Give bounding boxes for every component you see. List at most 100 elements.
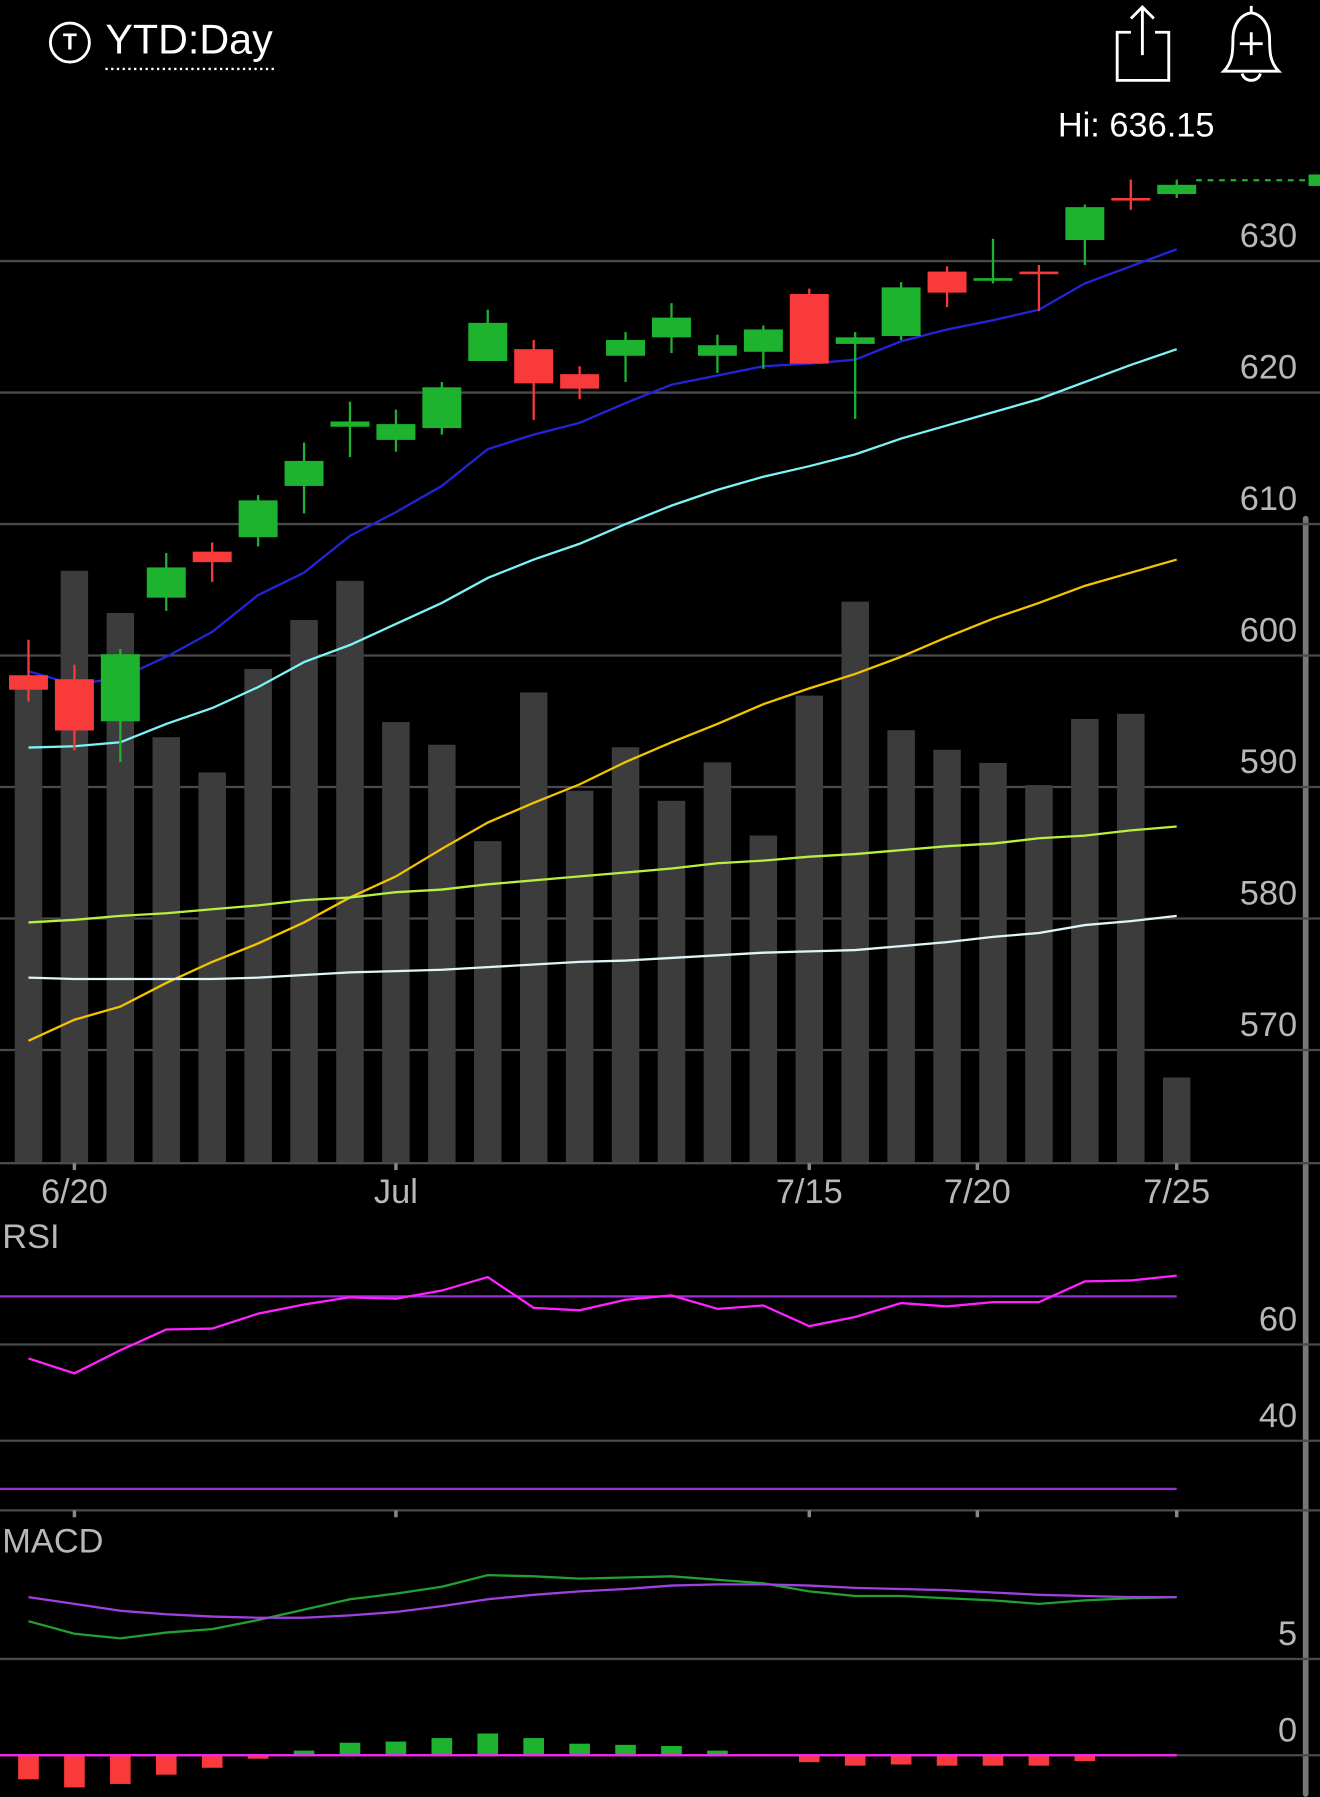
x-tick-label: Jul	[374, 1173, 418, 1211]
y-tick-label: 570	[1240, 1006, 1297, 1044]
candle-body	[238, 500, 278, 538]
candle-body	[146, 567, 186, 598]
candle-body	[514, 349, 554, 384]
volume-bar	[519, 692, 548, 1164]
volume-bar	[703, 762, 732, 1164]
x-tick-label: 7/25	[1143, 1173, 1210, 1211]
histogram-bar	[798, 1755, 820, 1763]
y-tick-label: 5	[1278, 1615, 1297, 1653]
histogram-bar	[293, 1750, 315, 1756]
volume-bar	[474, 841, 502, 1164]
candle-body	[743, 329, 783, 352]
x-tick-label: 6/20	[41, 1173, 108, 1211]
y-tick-label: 0	[1278, 1711, 1297, 1749]
histogram-bar	[615, 1744, 636, 1756]
candle-body	[468, 322, 508, 362]
macd-line	[28, 1583, 1177, 1619]
range-title: YTD:Day	[105, 16, 273, 62]
candle-body	[1019, 271, 1059, 275]
panel-title: MACD	[2, 1523, 103, 1561]
histogram-bar	[431, 1738, 453, 1756]
volume-bar	[382, 722, 410, 1164]
candle-body	[652, 317, 691, 338]
share-arrow	[1129, 5, 1155, 56]
y-tick-label: 580	[1240, 875, 1297, 913]
histogram-bar	[477, 1733, 499, 1756]
candle-body	[835, 337, 875, 344]
volume-bar	[290, 619, 318, 1164]
alert-button[interactable]	[1220, 5, 1283, 82]
volume-bar	[60, 570, 89, 1164]
volume-bar	[336, 580, 364, 1164]
y-tick-label: 40	[1259, 1397, 1297, 1435]
moving-average	[28, 348, 1178, 749]
volume-bar	[1025, 785, 1053, 1164]
candle-body	[789, 293, 829, 364]
volume-bar	[841, 601, 869, 1164]
volume-bar	[565, 790, 594, 1164]
candle-body	[1157, 184, 1197, 195]
candle-body	[973, 278, 1013, 281]
volume-bar	[1071, 718, 1099, 1164]
volume-bar	[795, 695, 824, 1164]
histogram-bar	[661, 1745, 682, 1756]
candle-body	[100, 654, 140, 722]
volume-bar	[1162, 1077, 1191, 1164]
candle-body	[881, 287, 921, 337]
volume-bar	[428, 744, 456, 1164]
scrollbar[interactable]	[1302, 515, 1309, 1797]
volume-bar	[611, 747, 640, 1164]
volume-bar	[749, 835, 778, 1164]
panel-title: RSI	[2, 1218, 59, 1256]
histogram-bar	[1074, 1755, 1096, 1762]
volume-bar	[152, 737, 181, 1164]
histogram-bar	[890, 1755, 912, 1765]
moving-average	[27, 558, 1178, 1042]
histogram-bar	[110, 1755, 131, 1784]
volume-bar	[1117, 713, 1145, 1164]
volume-bar	[933, 749, 961, 1164]
histogram-bar	[339, 1742, 361, 1756]
badge-circle	[48, 21, 91, 64]
histogram-bar	[1028, 1755, 1050, 1766]
candle-body	[560, 374, 600, 389]
histogram-bar	[982, 1755, 1004, 1766]
y-tick-label: 620	[1240, 349, 1297, 387]
hi-label: Hi: 636.15	[1058, 107, 1215, 145]
volume-bar	[979, 763, 1007, 1164]
hi-marker	[1308, 174, 1320, 186]
candle-body	[1111, 197, 1151, 201]
histogram-bar	[155, 1755, 177, 1775]
moving-average	[28, 825, 1177, 924]
y-tick-label: 610	[1240, 480, 1297, 518]
histogram-bar	[247, 1755, 269, 1759]
moving-average	[28, 248, 1178, 686]
x-tick-label: 7/20	[944, 1173, 1011, 1211]
candle-body	[330, 421, 370, 427]
bell	[1220, 11, 1283, 73]
y-tick-label: 60	[1259, 1301, 1297, 1339]
volume-bar	[244, 669, 272, 1164]
x-tick-label: 7/15	[776, 1173, 843, 1211]
range-selector[interactable]: T YTD:Day	[48, 16, 275, 71]
candle-body	[54, 679, 94, 731]
histogram-bar	[707, 1750, 728, 1756]
y-tick-label: 600	[1240, 612, 1297, 650]
macd-line	[28, 1574, 1177, 1640]
histogram-bar	[201, 1755, 223, 1768]
y-tick-label: 590	[1240, 743, 1297, 781]
bell-plus	[1239, 5, 1263, 82]
share-box	[1115, 30, 1171, 82]
candle-body	[284, 460, 324, 486]
histogram-bar	[64, 1755, 85, 1788]
badge: T	[63, 29, 77, 55]
candle-body	[8, 675, 48, 690]
volume-bar	[14, 687, 43, 1164]
candle-body	[422, 387, 462, 429]
share-button[interactable]	[1115, 5, 1171, 82]
candle-body	[927, 271, 967, 293]
histogram-bar	[523, 1738, 545, 1756]
candle-body	[376, 424, 416, 440]
